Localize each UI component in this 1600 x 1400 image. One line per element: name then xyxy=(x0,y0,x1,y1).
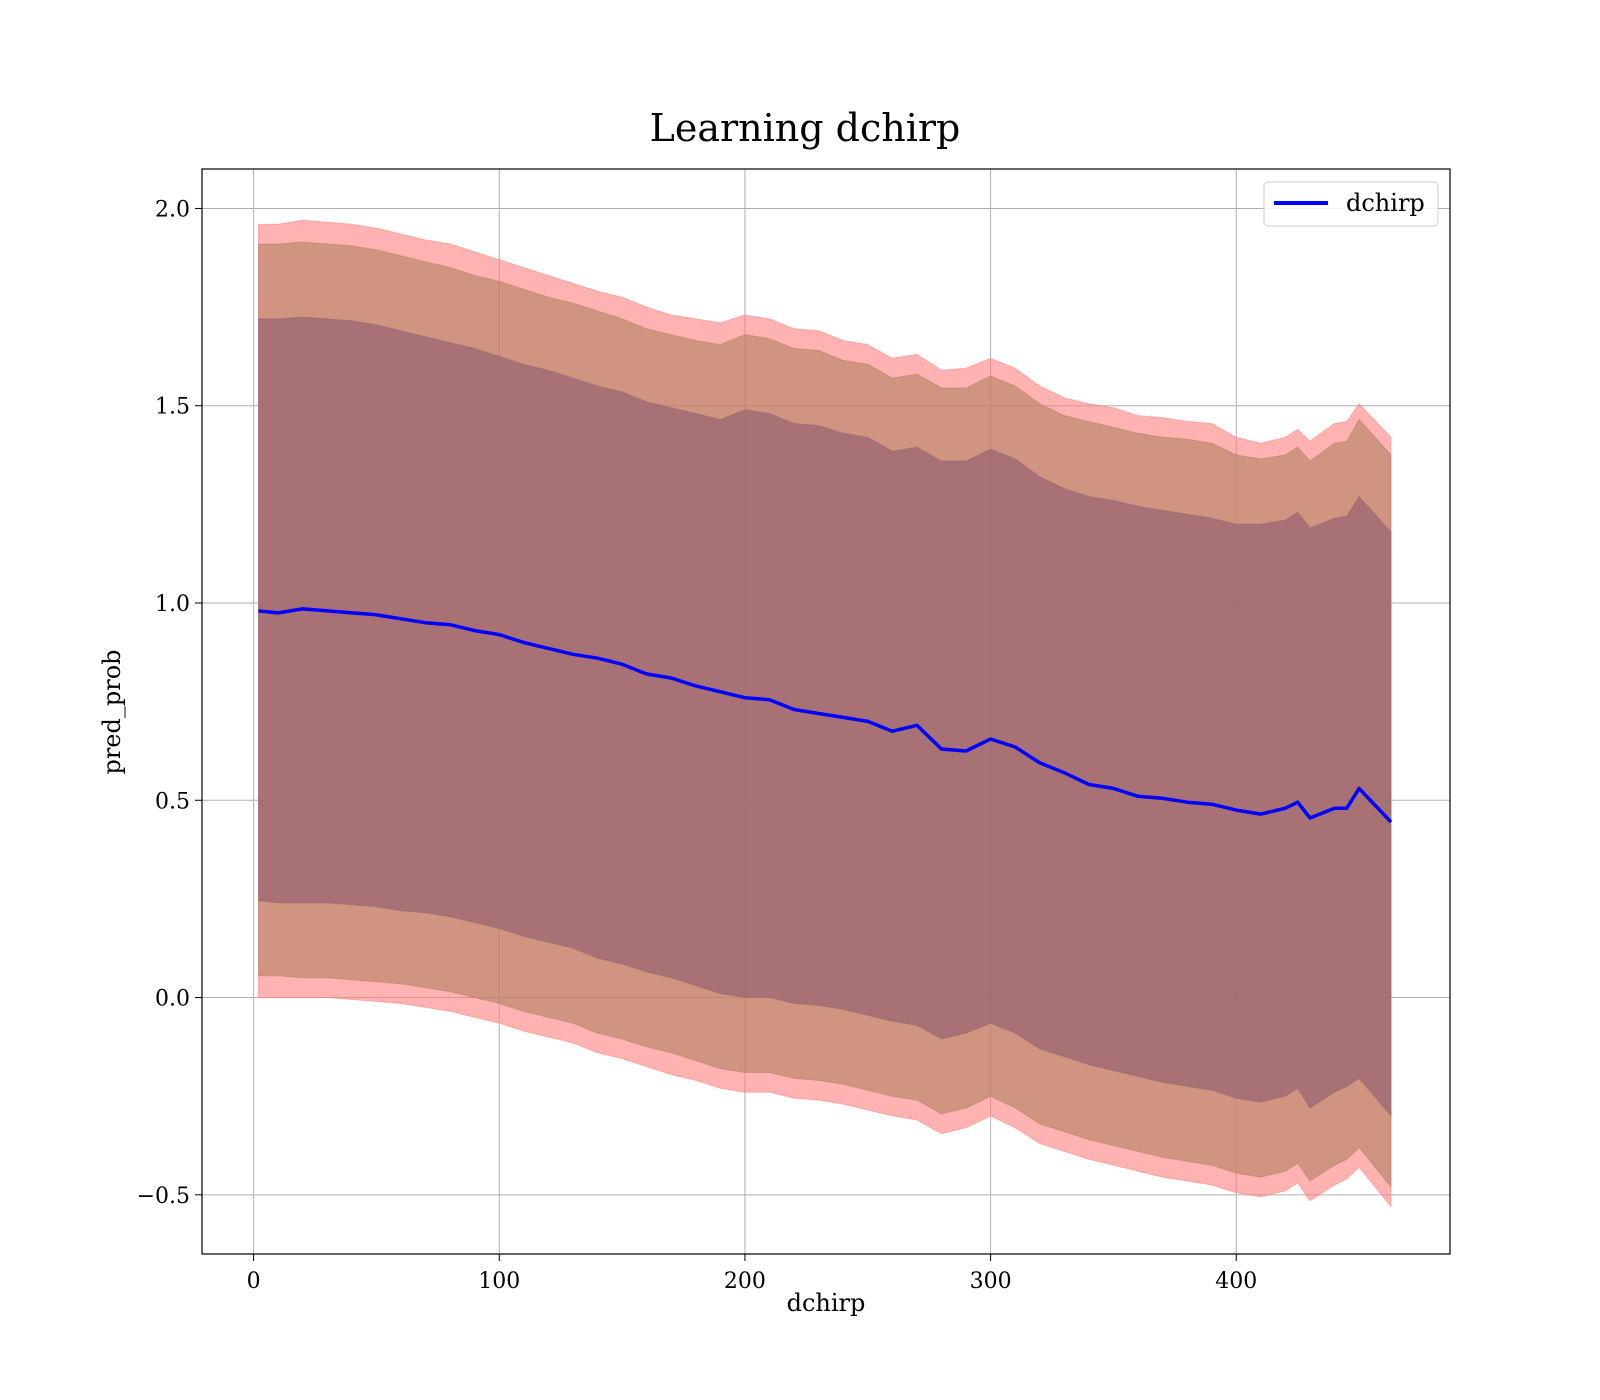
y-tick-label: 2.0 xyxy=(155,197,190,222)
plot-frame xyxy=(201,168,1451,1255)
y-tick-label: 1.5 xyxy=(155,395,190,420)
x-axis-label: dchirp xyxy=(787,1289,866,1317)
line-layer xyxy=(258,607,1393,824)
y-axis-ticks: −0.5 0.0 0.5 1.0 1.5 2.0 xyxy=(137,197,202,1209)
x-tick-label: 200 xyxy=(724,1269,766,1294)
x-axis-ticks: 0 100 200 300 400 xyxy=(247,1254,1257,1294)
x-tick-label: 0 xyxy=(247,1269,261,1294)
legend: dchirp xyxy=(1263,181,1439,227)
chart-title: Learning dchirp xyxy=(650,106,961,150)
x-tick-label: 100 xyxy=(478,1269,520,1294)
y-tick-label: 0.5 xyxy=(155,789,190,814)
x-tick-label: 400 xyxy=(1215,1269,1257,1294)
legend-box xyxy=(1263,181,1439,227)
series-line-dchirp xyxy=(258,607,1393,824)
x-tick-label: 300 xyxy=(970,1269,1012,1294)
y-tick-label: −0.5 xyxy=(137,1184,190,1209)
legend-label: dchirp xyxy=(1346,189,1425,217)
y-tick-label: 0.0 xyxy=(155,987,190,1012)
y-axis-label: pred_prob xyxy=(98,649,126,774)
y-tick-label: 1.0 xyxy=(155,592,190,617)
confidence-band-3 xyxy=(258,316,1392,1118)
